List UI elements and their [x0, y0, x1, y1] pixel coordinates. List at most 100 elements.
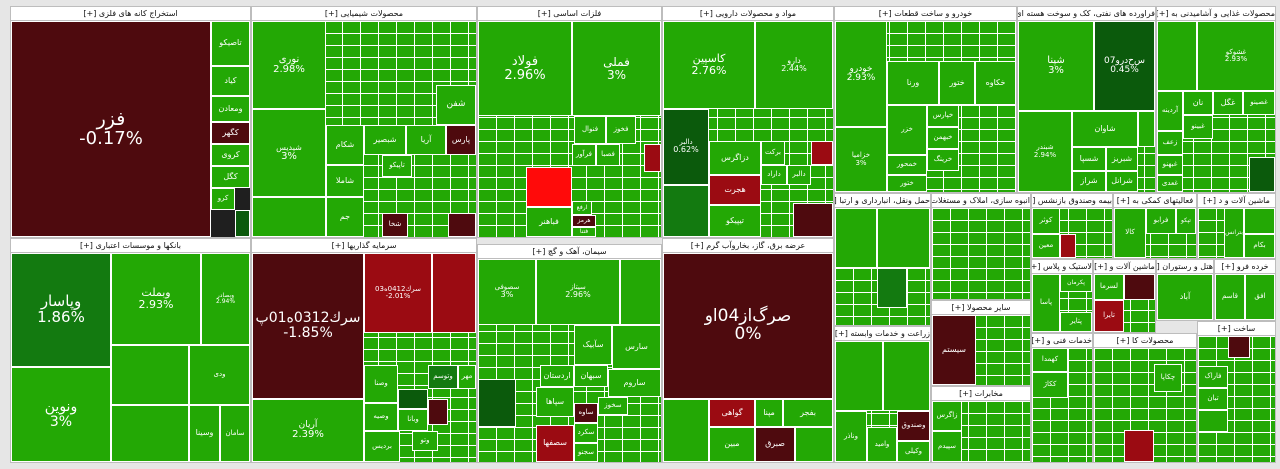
- tile[interactable]: تیپیکو: [709, 205, 761, 237]
- tile[interactable]: ختور: [939, 61, 975, 105]
- tile[interactable]: [111, 405, 189, 462]
- tile[interactable]: فولاد 2.96%: [478, 21, 572, 116]
- tile[interactable]: شفن: [436, 85, 476, 125]
- tile[interactable]: افق: [1245, 274, 1275, 320]
- tile[interactable]: سیتاز 2.96%: [536, 259, 620, 325]
- tile[interactable]: بترانس: [1224, 208, 1244, 258]
- sector-title[interactable]: خودرو و ساخت قطعات [+]: [835, 7, 1016, 21]
- tile[interactable]: [1249, 157, 1275, 192]
- tile[interactable]: وصنا: [364, 365, 398, 403]
- tile[interactable]: [1244, 208, 1275, 234]
- tile[interactable]: خرینگ: [927, 149, 959, 171]
- tile[interactable]: برکت: [761, 141, 785, 165]
- tile[interactable]: سصوفی 3%: [478, 259, 536, 325]
- tile[interactable]: غعدی: [1157, 175, 1183, 192]
- tile[interactable]: خکاوه: [975, 61, 1016, 105]
- sector-title[interactable]: لاستیک و پلاس [+]: [1032, 260, 1092, 274]
- tile[interactable]: گواهی: [709, 399, 755, 427]
- tile[interactable]: نوری 2.98%: [252, 21, 326, 109]
- tile[interactable]: غصینو: [1243, 91, 1275, 115]
- sector-title[interactable]: فعالیتهای کمکی به [+]: [1114, 194, 1196, 208]
- tile[interactable]: سآبیک: [574, 325, 612, 365]
- tile[interactable]: شخا: [382, 213, 408, 237]
- tile[interactable]: [1228, 336, 1250, 358]
- tile[interactable]: وبملت 2.93%: [111, 253, 201, 345]
- tile[interactable]: وسینا: [189, 405, 220, 462]
- tile[interactable]: فخوز: [606, 116, 636, 144]
- tile[interactable]: سکرد: [574, 423, 598, 443]
- tile[interactable]: [1198, 410, 1228, 432]
- tile[interactable]: سجنو: [574, 443, 598, 462]
- tile[interactable]: کرو: [211, 188, 235, 210]
- tile[interactable]: [448, 213, 476, 237]
- sector-title[interactable]: انبوه سازی، املاک و مستغلات [+]: [932, 194, 1030, 208]
- tile[interactable]: [883, 341, 930, 411]
- tile[interactable]: ختور: [887, 175, 927, 192]
- tile[interactable]: داراد: [761, 165, 787, 185]
- tile[interactable]: شرانل: [1106, 171, 1138, 192]
- tile[interactable]: فرابو: [1146, 208, 1176, 234]
- tile[interactable]: سپیدم: [932, 431, 962, 462]
- tile[interactable]: ساوه: [574, 403, 598, 423]
- sector-title[interactable]: هتل و رستوران [+]: [1157, 260, 1213, 274]
- tile[interactable]: سامان: [220, 405, 250, 462]
- tile[interactable]: [111, 345, 189, 405]
- tile[interactable]: فصبا: [596, 144, 620, 166]
- tile[interactable]: شاملا: [326, 165, 364, 197]
- tile[interactable]: ورنا: [887, 61, 939, 105]
- tile[interactable]: [795, 427, 833, 462]
- sector-title[interactable]: عرضه برق، گاز، بخاروآب گرم [+]: [663, 239, 833, 253]
- tile[interactable]: آباد: [1157, 274, 1213, 320]
- tile[interactable]: کگل: [211, 166, 250, 188]
- tile[interactable]: س‌ح‌درو07 0.45%: [1094, 21, 1155, 111]
- tile[interactable]: شکام: [326, 125, 364, 165]
- tile[interactable]: ککاژ: [1032, 372, 1068, 398]
- tile[interactable]: جم: [326, 197, 364, 237]
- tile[interactable]: ودی: [189, 345, 250, 405]
- tile[interactable]: لسرما: [1094, 274, 1124, 300]
- tile[interactable]: شبریز: [1106, 147, 1138, 171]
- tile[interactable]: دارو 2.44%: [755, 21, 833, 109]
- tile[interactable]: آردینه: [1157, 91, 1183, 131]
- tile[interactable]: پتایر: [1060, 312, 1092, 332]
- tile[interactable]: سارس: [612, 325, 661, 369]
- tile[interactable]: کاسپین 2.76%: [663, 21, 755, 109]
- tile[interactable]: سخوز: [598, 397, 628, 415]
- tile[interactable]: نان: [1183, 91, 1213, 115]
- tile[interactable]: وبانا: [398, 409, 428, 431]
- tile[interactable]: [1124, 274, 1155, 300]
- tile[interactable]: خپارس: [927, 105, 959, 127]
- tile[interactable]: شپنا 3%: [1018, 21, 1094, 111]
- tile[interactable]: [1138, 111, 1155, 147]
- tile[interactable]: ساروم: [608, 369, 661, 397]
- tile[interactable]: دالبر: [787, 165, 811, 185]
- sector-title[interactable]: مخابرات [+]: [932, 387, 1030, 401]
- tile[interactable]: سصفها: [536, 425, 574, 462]
- tile[interactable]: شبصير: [364, 125, 406, 155]
- tile[interactable]: تایرا: [1094, 300, 1124, 332]
- sector-title[interactable]: سایر محصولا [+]: [932, 301, 1030, 315]
- tile[interactable]: [620, 259, 661, 325]
- tile[interactable]: کگهر: [211, 122, 250, 144]
- tile[interactable]: وامید: [867, 427, 897, 462]
- tile[interactable]: وتوسم: [428, 365, 458, 389]
- tile[interactable]: سیستم: [932, 315, 976, 385]
- tile[interactable]: پکرمان: [1060, 274, 1092, 292]
- tile[interactable]: فتنا: [572, 227, 596, 237]
- sector-title[interactable]: ماشین آلات و [+]: [1094, 260, 1155, 274]
- tile[interactable]: وصندوق: [897, 411, 930, 441]
- tile[interactable]: شسپا: [1072, 147, 1106, 171]
- tile[interactable]: وکیلی: [897, 441, 930, 462]
- tile[interactable]: [644, 144, 661, 172]
- tile[interactable]: خبهمن: [927, 127, 959, 149]
- tile[interactable]: [835, 208, 877, 268]
- tile[interactable]: زعف: [1157, 131, 1183, 155]
- sector-title[interactable]: ماشین آلات و د [+]: [1198, 194, 1275, 208]
- tile[interactable]: [428, 399, 448, 425]
- tile[interactable]: وتو: [412, 431, 438, 451]
- tile[interactable]: ارفع: [572, 201, 592, 215]
- sector-title[interactable]: بیمه وصندوق بازنشس [+]: [1032, 194, 1112, 208]
- tile[interactable]: کوثر: [1032, 208, 1060, 234]
- tile[interactable]: سبهان: [574, 365, 608, 387]
- tile[interactable]: آریا: [406, 125, 446, 155]
